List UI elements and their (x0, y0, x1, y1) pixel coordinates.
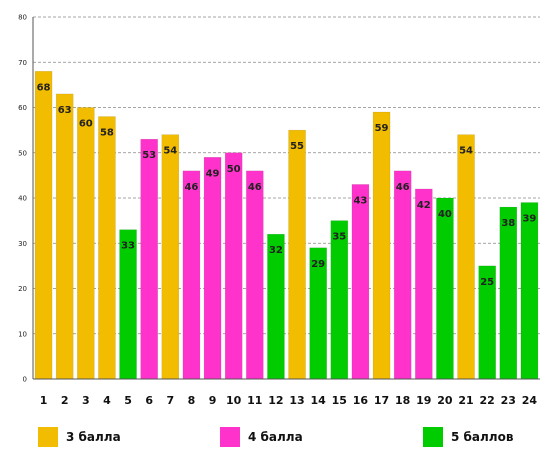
x-tick-label: 8 (188, 394, 196, 407)
bar (98, 116, 116, 380)
x-tick-label: 4 (103, 394, 111, 407)
bar (351, 184, 370, 380)
bar (77, 107, 95, 380)
x-tick-label: 5 (124, 394, 132, 407)
bar (520, 202, 539, 380)
bar (246, 170, 264, 380)
legend-item-3-balla: 3 балла (38, 427, 121, 447)
data-label: 59 (375, 123, 389, 134)
x-tick-label: 22 (480, 394, 495, 407)
bar (34, 71, 53, 380)
bar (140, 138, 158, 380)
data-label: 39 (522, 214, 536, 225)
y-tick-label: 30 (18, 240, 27, 248)
x-tick-label: 1 (40, 394, 48, 407)
x-tick-label: 10 (226, 394, 242, 407)
data-label: 58 (100, 128, 114, 139)
bar (161, 134, 180, 380)
x-tick-label: 6 (145, 394, 153, 407)
bar (55, 93, 74, 380)
x-tick-label: 17 (374, 394, 389, 407)
bar (224, 152, 243, 380)
data-label: 43 (353, 195, 367, 206)
legend-swatch-5-ballov (423, 427, 443, 447)
y-tick-label: 40 (18, 195, 27, 203)
x-tick-label: 11 (247, 394, 262, 407)
x-axis-labels: 1 2 3 4 5 6 7 8 9 10 11 12 13 14 15 16 17 18 19 20 21 22 23 24 (40, 394, 538, 407)
data-label: 54 (459, 146, 473, 157)
data-label: 32 (269, 245, 283, 256)
y-tick-label: 80 (18, 14, 27, 22)
data-label: 40 (438, 209, 452, 220)
x-tick-label: 19 (416, 394, 431, 407)
bar (182, 170, 201, 380)
x-tick-label: 13 (289, 394, 304, 407)
x-tick-label: 7 (166, 394, 174, 407)
data-label: 35 (332, 232, 346, 243)
bar (330, 220, 349, 380)
x-tick-label: 21 (458, 394, 473, 407)
bar (415, 188, 433, 380)
legend-item-5-ballov: 5 баллов (423, 427, 513, 447)
bar (372, 111, 391, 380)
data-label: 42 (417, 200, 431, 211)
y-tick-label: 20 (18, 285, 27, 293)
data-label: 54 (163, 146, 177, 157)
y-tick-label: 70 (18, 59, 27, 67)
y-tick-label: 50 (18, 149, 27, 157)
bar (436, 197, 454, 380)
data-label: 33 (121, 241, 135, 252)
y-tick-label: 10 (18, 330, 27, 338)
grid-lines (33, 16, 540, 335)
legend-label-4-balla: 4 балла (248, 430, 303, 444)
y-tick-label: 0 (23, 376, 27, 384)
bar (457, 134, 475, 380)
bars: 68 63 60 58 33 53 54 46 49 50 46 32 55 29 35 43 59 46 42 40… (34, 71, 539, 380)
legend-swatch-3-balla (38, 427, 58, 447)
x-tick-label: 9 (209, 394, 217, 407)
data-label: 68 (37, 82, 51, 93)
x-tick-label: 24 (522, 394, 538, 407)
x-tick-label: 18 (395, 394, 410, 407)
x-tick-label: 16 (353, 394, 369, 407)
data-label: 60 (79, 119, 93, 130)
x-tick-label: 20 (437, 394, 453, 407)
data-label: 46 (396, 182, 410, 193)
y-axis-ticks: 0 10 20 30 40 50 60 70 80 (18, 14, 27, 384)
bar (499, 206, 518, 380)
data-label: 50 (227, 164, 241, 175)
legend-label-3-balla: 3 балла (66, 430, 121, 444)
data-label: 55 (290, 141, 304, 152)
data-label: 46 (184, 182, 198, 193)
x-tick-label: 3 (82, 394, 90, 407)
bar (119, 229, 137, 380)
data-label: 49 (206, 168, 220, 179)
x-tick-label: 2 (61, 394, 69, 407)
data-label: 63 (58, 105, 72, 116)
x-tick-label: 23 (501, 394, 516, 407)
data-label: 25 (480, 277, 494, 288)
bar (288, 129, 306, 380)
x-tick-label: 15 (332, 394, 347, 407)
data-label: 46 (248, 182, 262, 193)
x-tick-label: 14 (311, 394, 327, 407)
bar (393, 170, 412, 380)
y-tick-label: 60 (18, 104, 27, 112)
legend-label-5-ballov: 5 баллов (451, 430, 514, 444)
data-label: 29 (311, 259, 325, 270)
data-label: 38 (501, 218, 515, 229)
data-label: 53 (142, 150, 156, 161)
legend-swatch-4-balla (220, 427, 240, 447)
x-tick-label: 12 (268, 394, 283, 407)
legend-item-4-balla: 4 балла (220, 427, 303, 447)
bar (203, 157, 222, 380)
